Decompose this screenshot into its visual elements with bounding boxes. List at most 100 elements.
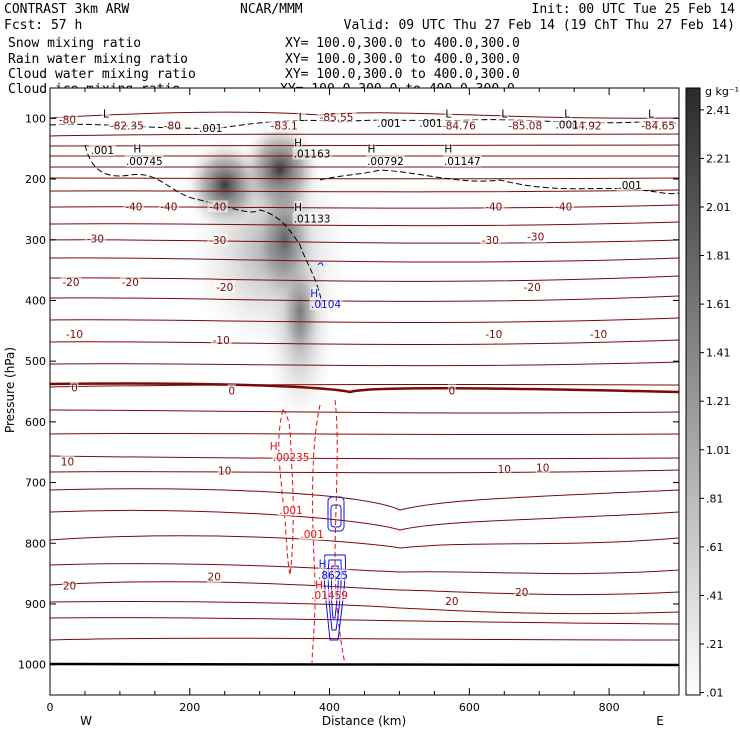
- isotherm-label: -10: [590, 329, 607, 341]
- isotherm-label: -10: [213, 335, 230, 347]
- isotherm-label-bg: [525, 230, 547, 243]
- isotherm-label-bg: [70, 381, 79, 394]
- legend-label-snow: Snow mixing ratio: [8, 36, 141, 51]
- isotherm-label: 10: [498, 464, 511, 476]
- isotherm-label-bg: [62, 579, 77, 592]
- y-tick-label: 300: [25, 234, 46, 247]
- rain-water-label: H: [270, 441, 278, 453]
- isotherm-label-bg: [162, 119, 183, 132]
- rain-water-label-bg: [271, 451, 311, 464]
- valid-time: Valid: 09 UTC Thu 27 Feb 14 (19 ChT Thu …: [344, 18, 735, 33]
- cloud-ice-label-bg: [133, 142, 142, 155]
- isotherm-label: 0: [71, 382, 78, 394]
- colorbar-tick-label: 1.61: [706, 298, 731, 311]
- isotherm-label: -20: [122, 277, 139, 289]
- colorbar-gradient: [685, 87, 701, 696]
- isotherm-line: [50, 535, 679, 549]
- y-tick-label: 800: [25, 537, 46, 550]
- cloud-ice-label: H: [294, 138, 302, 150]
- cloud-ice-label-bg: [297, 111, 306, 124]
- rain-water-label-bg: [298, 528, 326, 541]
- cloud-ice-label: H: [133, 144, 141, 156]
- isotherm-label-bg: [207, 200, 229, 213]
- rain-water-contours: [278, 399, 346, 665]
- rain-water-label: .001: [279, 505, 302, 517]
- isotherm-label: -40: [209, 201, 226, 213]
- y-axis-label: Pressure (hPa): [3, 347, 17, 433]
- legend-xy-snow: XY= 100.0,300.0 to 400.0,300.0: [285, 36, 520, 51]
- isotherm-label: 0: [449, 385, 456, 397]
- isotherm-label: 20: [208, 572, 221, 584]
- isotherm-label-bg: [60, 276, 82, 289]
- y-tick-label: 100: [25, 112, 46, 125]
- snow-shade-low: [280, 260, 320, 360]
- colorbar-tick-label: .21: [706, 638, 724, 651]
- isotherm-line: [50, 339, 679, 346]
- isotherm-line: [50, 361, 679, 367]
- x-axis: 0 200 400 600 800: [47, 88, 680, 714]
- isotherm-label: -40: [160, 201, 177, 213]
- rain-water-label: H: [315, 580, 323, 592]
- isotherm-line: [50, 488, 679, 511]
- y-tick-label: 700: [25, 477, 46, 490]
- colorbar-tick-label: 2.41: [706, 104, 731, 117]
- cloud-ice-label: .01163: [294, 149, 331, 161]
- cloud-ice-label: L: [103, 108, 109, 120]
- isotherm-line: [50, 275, 679, 282]
- y-tick-label: 900: [25, 598, 46, 611]
- colorbar: g kg⁻¹ 2.41 2.21 2.01 1.81 1.61 1.41 1.21 1.01.…: [685, 85, 739, 700]
- cloud-ice-label: .001: [377, 118, 400, 130]
- cloud-ice-label: .001: [618, 180, 641, 192]
- isotherm-label-bg: [505, 119, 545, 132]
- cloud-water-label-bg: [309, 298, 343, 311]
- x-tick-label: 0: [47, 701, 54, 714]
- cloud-ice-label: .001: [555, 119, 578, 131]
- cloud-ice-label-bg: [124, 154, 164, 167]
- cloud-ice-contour: [319, 169, 679, 195]
- cloud-ice-label-bg: [500, 107, 509, 120]
- cloud-ice-label-bg: [417, 117, 445, 130]
- cloud-water-contour: [327, 496, 345, 532]
- cloud-ice-label: L: [501, 108, 507, 120]
- cloud-water-contour: [330, 504, 342, 528]
- isotherm-label: -20: [62, 277, 79, 289]
- cloud-ice-label: .01133: [294, 214, 331, 226]
- cloud-ice-label-bg: [375, 117, 403, 130]
- isotherm-line: [50, 509, 679, 531]
- cloud-ice-label-bg: [294, 136, 303, 149]
- cloud-ice-label: L: [299, 112, 305, 124]
- isotherm-line: [50, 455, 679, 460]
- isotherm-label: 10: [61, 456, 74, 468]
- cloud-ice-label-bg: [294, 200, 303, 213]
- isotherm-label-bg: [638, 119, 678, 132]
- cloud-ice-contour: [84, 144, 323, 311]
- colorbar-tick-label: .61: [706, 541, 724, 554]
- colorbar-tick-label: 2.21: [706, 152, 731, 165]
- model-title: CONTRAST 3km ARW: [4, 2, 129, 17]
- isotherm-label: -83.1: [271, 121, 298, 133]
- isotherm-label: -84.76: [442, 121, 476, 133]
- isotherm-label: 20: [63, 581, 76, 593]
- y-tick-label: 200: [25, 173, 46, 186]
- cloud-ice-label: H: [368, 144, 376, 156]
- isotherm-label: -30: [209, 235, 226, 247]
- isotherm-label-bg: [483, 200, 505, 213]
- x-tick-label: 200: [179, 701, 200, 714]
- y-tick-label: 500: [25, 355, 46, 368]
- isotherm-line: [50, 409, 679, 414]
- legend-xy-rain: XY= 100.0,300.0 to 400.0,300.0: [285, 52, 520, 67]
- isotherm-label-bg: [120, 276, 141, 289]
- rain-water-label: .01459: [311, 590, 348, 602]
- isotherm-label-bg: [316, 111, 357, 124]
- isotherm-label-bg: [521, 281, 543, 294]
- contour-labels: -80-82.35 -80 -83.1-85.55-84.76 -85.08 -84.9…: [57, 107, 678, 608]
- cloud-ice-label-bg: [197, 122, 225, 135]
- isotherm-label-bg: [57, 113, 78, 126]
- cloud-ice-label-bg: [292, 212, 332, 225]
- isotherm-line: [50, 469, 679, 474]
- rain-water-label-bg: [309, 588, 350, 601]
- isotherm-label-bg: [123, 200, 145, 213]
- isotherm-line: [50, 581, 679, 596]
- cloud-ice-label: .001: [419, 118, 442, 130]
